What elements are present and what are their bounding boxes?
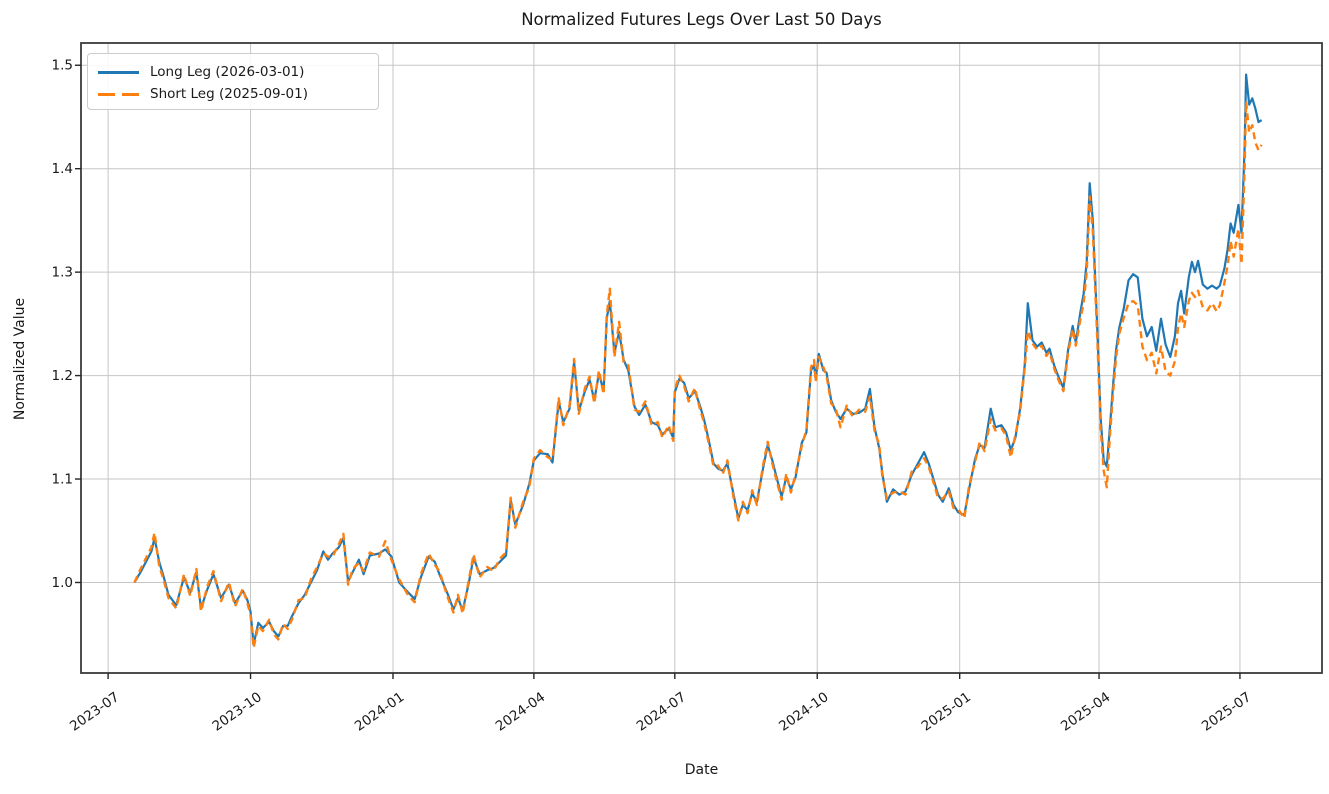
series-line-short-leg [133, 100, 1263, 649]
y-tick-label: 1.4 [52, 161, 73, 177]
y-tick-label: 1.3 [52, 265, 73, 281]
tick-labels: 2023-07 2023-10 2024-01 2024-04 2024-07 2024-… [52, 58, 1255, 735]
plot-border [80, 42, 1323, 674]
short-leg-line-swatch [98, 92, 139, 96]
series-lines [133, 73, 1263, 649]
y-tick-label: 1.2 [52, 368, 73, 384]
x-tick-label: 2023-07 [67, 689, 122, 734]
y-tick-label: 1.1 [52, 472, 73, 488]
x-tick-label: 2024-01 [352, 689, 407, 734]
chart-title: Normalized Futures Legs Over Last 50 Day… [521, 10, 882, 29]
x-tick-label: 2024-07 [634, 689, 689, 734]
y-axis-label: Normalized Value [12, 297, 28, 421]
axes-spines [80, 42, 1323, 674]
legend-label-short-leg: Short Leg (2025-09-01) [150, 86, 308, 102]
x-tick-label: 2025-04 [1058, 689, 1113, 734]
x-tick-label: 2024-10 [776, 689, 831, 734]
x-tick-label: 2025-07 [1199, 689, 1254, 734]
long-leg-line-swatch [98, 70, 139, 74]
legend-item-long-leg: Long Leg (2026-03-01) [98, 61, 378, 83]
x-axis-label: Date [684, 762, 719, 778]
y-tick-label: 1.0 [52, 575, 73, 591]
gridlines [81, 43, 1322, 673]
tick-marks [75, 64, 1241, 679]
x-tick-label: 2025-01 [919, 689, 974, 734]
x-tick-label: 2023-10 [209, 689, 264, 734]
legend-label-long-leg: Long Leg (2026-03-01) [150, 64, 305, 80]
legend: Long Leg (2026-03-01) Short Leg (2025-09… [87, 53, 379, 110]
x-tick-label: 2024-04 [493, 689, 548, 734]
legend-item-short-leg: Short Leg (2025-09-01) [98, 83, 378, 105]
y-tick-label: 1.5 [52, 58, 73, 74]
series-line-long-leg [133, 73, 1263, 646]
